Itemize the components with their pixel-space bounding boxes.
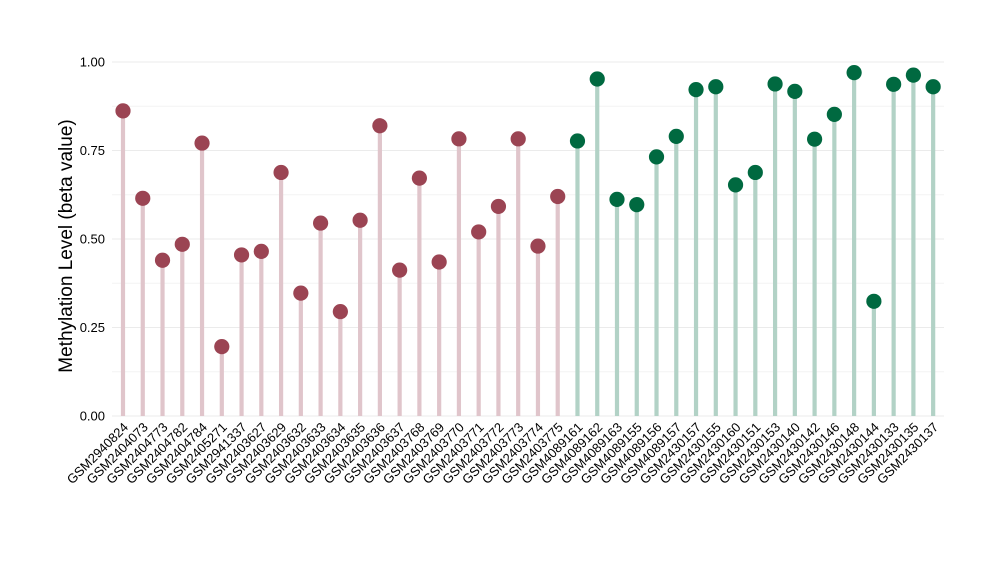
lollipop-point [629, 197, 645, 213]
lollipop-point [589, 71, 605, 87]
lollipop-point [372, 118, 388, 134]
lollipop-point [411, 170, 427, 186]
lollipop-point [648, 149, 665, 165]
lollipop-point [886, 76, 902, 92]
x-axis: GSM2940824GSM2404073GSM2404773GSM2404782… [64, 420, 942, 487]
grid-layer [112, 61, 944, 417]
y-tick-label: 0.00 [80, 409, 105, 424]
lollipop-point [392, 262, 408, 278]
lollipop-point [787, 83, 803, 99]
lollipop-point [609, 191, 625, 207]
y-tick-label: 0.25 [80, 320, 105, 335]
lollipop-point [135, 190, 151, 206]
lollipop-point [925, 79, 941, 95]
lollipop-point [194, 135, 210, 151]
lollipop-point [431, 254, 447, 270]
stem-layer [120, 72, 936, 416]
lollipop-point [727, 177, 744, 193]
lollipop-point [332, 303, 348, 320]
lollipop-point [530, 238, 546, 254]
lollipop-point [826, 106, 842, 122]
lollipop-point [767, 76, 783, 92]
lollipop-point [313, 215, 329, 231]
lollipop-point [510, 131, 526, 147]
lollipop-point [688, 82, 704, 98]
y-tick-label: 0.75 [80, 143, 105, 158]
lollipop-point [846, 65, 862, 81]
lollipop-point [233, 247, 250, 263]
lollipop-point [451, 131, 467, 147]
point-layer [115, 65, 941, 355]
lollipop-point [352, 212, 368, 228]
y-tick-label: 1.00 [80, 55, 105, 70]
lollipop-point [866, 293, 882, 309]
lollipop-point [668, 128, 684, 144]
lollipop-point [115, 103, 131, 119]
lollipop-point [293, 285, 309, 301]
lollipop-point [174, 236, 190, 252]
lollipop-point [807, 131, 823, 147]
lollipop-point [569, 133, 586, 149]
lollipop-point [471, 224, 487, 240]
lollipop-point [708, 79, 724, 95]
lollipop-point [550, 188, 566, 205]
lollipop-point [253, 243, 269, 259]
y-axis: 0.00 0.25 0.50 0.75 1.00 [80, 55, 105, 424]
y-axis-title: Methylation Level (beta value) [56, 119, 77, 372]
lollipop-point [214, 339, 230, 355]
lollipop-point [154, 252, 171, 268]
y-tick-label: 0.50 [80, 232, 105, 247]
lollipop-point [747, 164, 763, 181]
lollipop-point [273, 164, 289, 181]
lollipop-point [490, 198, 507, 215]
lollipop-point [905, 67, 922, 83]
